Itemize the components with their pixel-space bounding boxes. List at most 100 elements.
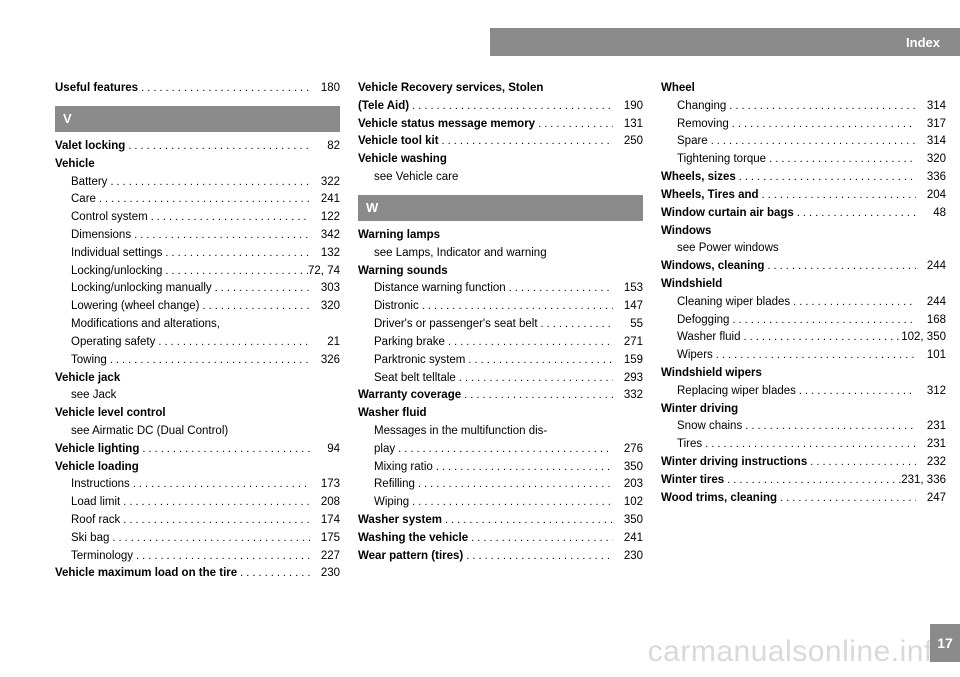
leader-dots [724, 472, 901, 490]
index-heading-label: Wheel [661, 80, 695, 98]
index-entry-label: Wheels, Tires and [661, 187, 759, 205]
leader-dots [237, 565, 310, 583]
index-subentry: Wiping102 [358, 494, 643, 512]
leader-dots [794, 205, 916, 223]
index-see-reference: see Power windows [661, 240, 946, 258]
index-subentry: play276 [358, 441, 643, 459]
index-subentry: Replacing wiper blades312 [661, 383, 946, 401]
index-heading-label: Winter driving [661, 401, 738, 419]
index-entry: Vehicle status message memory131 [358, 116, 643, 134]
index-entry-page: 173 [310, 476, 340, 494]
index-subentry: Driver's or passenger's seat belt55 [358, 316, 643, 334]
index-entry: Winter tires231, 336 [661, 472, 946, 490]
leader-dots [409, 494, 613, 512]
index-entry-label: Washing the vehicle [358, 530, 468, 548]
index-entry-page: 326 [310, 352, 340, 370]
index-heading-label: Vehicle [55, 156, 95, 174]
index-entry-label: Defogging [677, 312, 729, 330]
index-entry-page: 320 [310, 298, 340, 316]
index-entry-page: 293 [613, 370, 643, 388]
index-entry-page: 203 [613, 476, 643, 494]
index-entry: Vehicle tool kit250 [358, 133, 643, 151]
index-subentry: Load limit208 [55, 494, 340, 512]
index-subentry: Tightening torque320 [661, 151, 946, 169]
index-subentry: Seat belt telltale 293 [358, 370, 643, 388]
index-heading-label: Windows [661, 223, 711, 241]
index-entry-label: Spare [677, 133, 708, 151]
index-heading: Windshield wipers [661, 365, 946, 383]
index-entry-label: Seat belt telltale [374, 370, 456, 388]
index-entry-label: Ski bag [71, 530, 109, 548]
leader-dots [409, 98, 613, 116]
index-entry-page: 131 [613, 116, 643, 134]
index-entry-page: 101 [916, 347, 946, 365]
index-entry-label: Lowering (wheel change) [71, 298, 200, 316]
leader-dots [433, 459, 613, 477]
leader-dots [148, 209, 310, 227]
index-entry-label: Vehicle tool kit [358, 133, 439, 151]
leader-dots [439, 133, 613, 151]
leader-dots [212, 280, 310, 298]
index-entry-page: 332 [613, 387, 643, 405]
index-heading: Vehicle [55, 156, 340, 174]
index-entry-page: 232 [916, 454, 946, 472]
index-entry-page: 21 [310, 334, 340, 352]
index-subentry: Wipers101 [661, 347, 946, 365]
index-subentry: Ski bag175 [55, 530, 340, 548]
index-subentry: Washer fluid102, 350 [661, 329, 946, 347]
index-entry-label: Distronic [374, 298, 419, 316]
index-entry-label: Refilling [374, 476, 415, 494]
index-entry-page: 102 [613, 494, 643, 512]
index-entry: (Tele Aid)190 [358, 98, 643, 116]
index-entry-label: Washer system [358, 512, 442, 530]
index-heading: Vehicle Recovery services, Stolen [358, 80, 643, 98]
leader-dots [131, 227, 310, 245]
index-entry: Winter driving instructions232 [661, 454, 946, 472]
index-entry-page: 271 [613, 334, 643, 352]
index-entry-label: Operating safety [71, 334, 155, 352]
index-see-reference: see Jack [55, 387, 340, 405]
index-entry: Valet locking82 [55, 138, 340, 156]
leader-dots [456, 370, 613, 388]
index-content: Useful features180VValet locking82Vehicl… [55, 80, 935, 583]
section-letter: V [55, 106, 340, 132]
index-entry-page: 303 [310, 280, 340, 298]
index-heading: Vehicle level control [55, 405, 340, 423]
leader-dots [120, 512, 310, 530]
index-entry-label: Terminology [71, 548, 133, 566]
index-entry-page: 168 [916, 312, 946, 330]
index-heading: Vehicle loading [55, 459, 340, 477]
index-entry-page: 72, 74 [308, 263, 340, 281]
header-bar: Index [490, 28, 960, 56]
index-entry-label: Driver's or passenger's seat belt [374, 316, 538, 334]
index-column: Vehicle Recovery services, Stolen(Tele A… [358, 80, 643, 583]
index-entry-page: 159 [613, 352, 643, 370]
index-entry-page: 122 [310, 209, 340, 227]
section-letter: W [358, 195, 643, 221]
index-entry-page: 314 [916, 133, 946, 151]
leader-dots [133, 548, 310, 566]
leader-dots [702, 436, 916, 454]
leader-dots [807, 454, 916, 472]
index-entry-label: Windows, cleaning [661, 258, 764, 276]
leader-dots [120, 494, 310, 512]
index-entry: Warranty coverage332 [358, 387, 643, 405]
leader-dots [162, 263, 308, 281]
index-subentry: Cleaning wiper blades244 [661, 294, 946, 312]
index-entry-label: Vehicle maximum load on the tire [55, 565, 237, 583]
index-subentry: Roof rack174 [55, 512, 340, 530]
index-entry-page: 147 [613, 298, 643, 316]
index-entry-page: 231 [916, 436, 946, 454]
index-entry-page: 48 [916, 205, 946, 223]
index-subentry: Distronic 147 [358, 298, 643, 316]
index-heading-label: Windshield wipers [661, 365, 762, 383]
leader-dots [445, 334, 613, 352]
index-entry-label: Load limit [71, 494, 120, 512]
index-entry-label: Vehicle lighting [55, 441, 139, 459]
index-entry-label: Window curtain air bags [661, 205, 794, 223]
index-entry-page: 247 [916, 490, 946, 508]
leader-dots [741, 329, 902, 347]
index-entry-page: 244 [916, 294, 946, 312]
index-heading: Vehicle washing [358, 151, 643, 169]
page-number: 17 [937, 635, 953, 651]
